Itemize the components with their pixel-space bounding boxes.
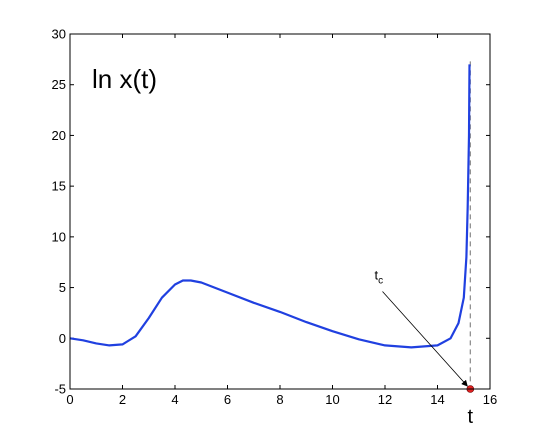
axes-frame	[69, 33, 491, 390]
y-tick-label: 25	[52, 77, 66, 92]
series-line	[69, 64, 471, 349]
x-tick-label: 16	[483, 392, 497, 407]
x-tick-label: 4	[171, 392, 178, 407]
y-tick-label: 0	[59, 331, 66, 346]
x-tick-label: 10	[325, 392, 339, 407]
x-tick-label: 14	[430, 392, 444, 407]
y-tick-label: 30	[52, 27, 66, 42]
y-tick-label: 15	[52, 179, 66, 194]
series-label: ln x(t)	[92, 64, 157, 94]
x-tick-label: 2	[119, 392, 126, 407]
y-tick-label: 5	[59, 280, 66, 295]
y-tick-label: -5	[54, 382, 66, 397]
tc-arrow	[382, 291, 468, 387]
x-tick-label: 0	[66, 392, 73, 407]
x-tick-label: 6	[224, 392, 231, 407]
tc-label: tc	[375, 267, 384, 286]
y-tick-label: 10	[52, 229, 66, 244]
x-axis-label: t	[468, 406, 474, 428]
x-tick-label: 8	[276, 392, 283, 407]
y-tick-label: 20	[52, 128, 66, 143]
x-tick-label: 12	[378, 392, 392, 407]
